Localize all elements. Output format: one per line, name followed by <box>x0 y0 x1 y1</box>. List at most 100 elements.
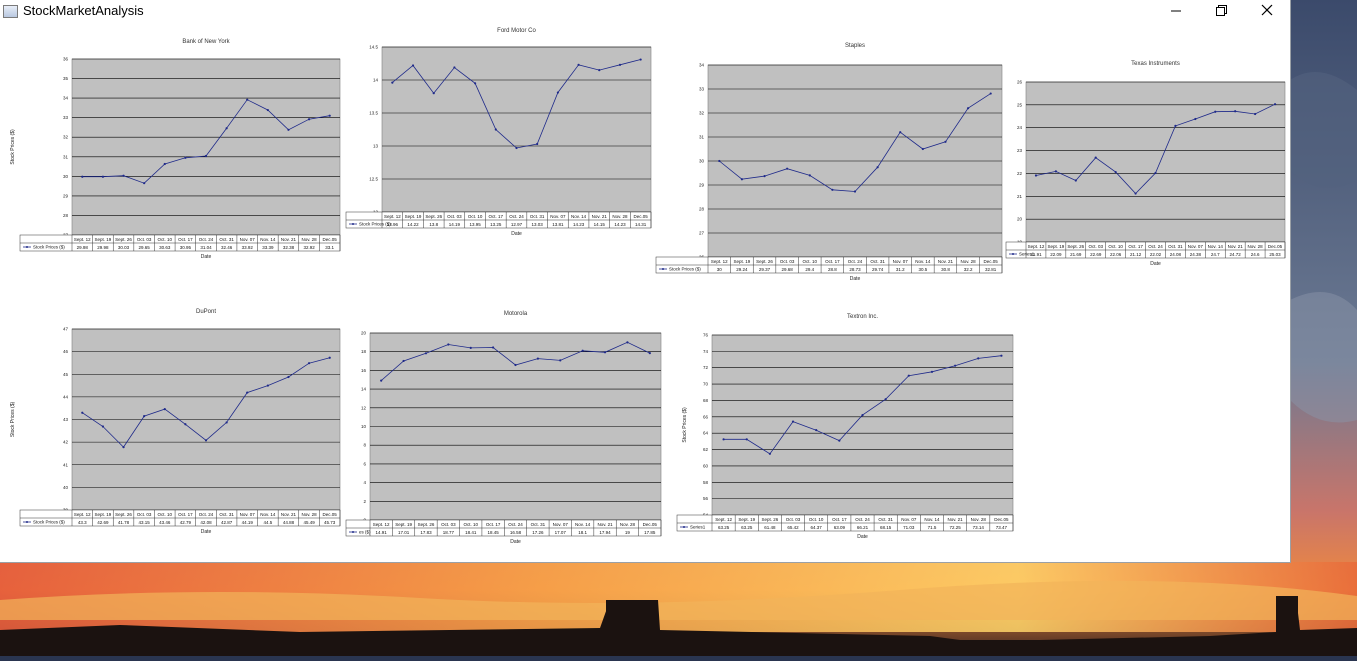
data-label: 45.49 <box>303 520 315 525</box>
data-label: 29.4 <box>805 267 814 272</box>
x-axis-label: Date <box>850 276 861 282</box>
x-tick-label: Sept. 26 <box>418 522 435 527</box>
y-tick-label: 64 <box>703 431 709 436</box>
data-label: 30.8 <box>941 267 950 272</box>
x-axis-label: Date <box>857 534 868 540</box>
chart-svg: DuPont394041424344454647Stock Prices ($)… <box>10 309 341 535</box>
minimize-icon <box>1171 10 1181 12</box>
data-label: 21.12 <box>1130 252 1142 257</box>
y-tick-label: 14 <box>373 78 379 83</box>
y-axis-label: Stock Prices ($) <box>10 129 16 165</box>
x-tick-label: Sept. 19 <box>1048 244 1065 249</box>
data-point <box>494 128 497 131</box>
y-axis-label: Stock Prices ($) <box>10 402 16 438</box>
x-tick-label: Sept. 19 <box>734 259 751 264</box>
data-point <box>1194 117 1197 121</box>
x-tick-label: Sept. 26 <box>425 214 442 219</box>
restore-button[interactable] <box>1199 0 1245 22</box>
data-point <box>225 127 228 130</box>
x-tick-label: Oct. 17 <box>825 259 840 264</box>
y-tick-label: 32 <box>699 111 705 116</box>
legend-label: Stock Prices ($) <box>33 245 65 250</box>
data-point <box>740 178 744 181</box>
data-point <box>122 174 125 177</box>
data-point <box>559 359 562 362</box>
data-point <box>411 64 415 67</box>
data-point <box>246 391 249 394</box>
data-label: 28.73 <box>849 267 861 272</box>
y-tick-label: 12.5 <box>369 177 378 182</box>
x-tick-label: Oct. 03 <box>780 259 795 264</box>
data-point <box>81 411 84 414</box>
data-label: 29.98 <box>77 245 89 250</box>
legend-marker <box>352 531 354 533</box>
chart-title: Texas Instruments <box>1131 61 1180 67</box>
data-point <box>921 147 924 151</box>
x-tick-label: Sept. 19 <box>395 522 412 527</box>
data-point <box>989 92 992 95</box>
close-button[interactable] <box>1244 0 1290 22</box>
data-label: 43.15 <box>139 520 151 525</box>
y-tick-label: 56 <box>703 496 709 501</box>
x-tick-label: Oct. 31 <box>878 517 893 522</box>
y-tick-label: 41 <box>63 462 69 467</box>
data-label: 24.72 <box>1230 252 1242 257</box>
x-tick-label: Oct. 31 <box>219 512 234 517</box>
data-point <box>718 159 721 163</box>
x-tick-label: Sept. 12 <box>74 237 91 242</box>
x-tick-label: Dec.05 <box>984 259 999 264</box>
x-tick-label: Nov. 07 <box>550 214 566 219</box>
data-label: 17.26 <box>532 530 544 535</box>
y-tick-label: 30 <box>699 159 705 164</box>
data-point <box>626 341 629 344</box>
y-tick-label: 46 <box>63 349 69 354</box>
legend-label: Stock Prices ($) <box>33 520 65 525</box>
data-point <box>1254 112 1257 116</box>
y-axis-label: Stock Prices ($) <box>682 407 688 443</box>
x-tick-label: Nov. 07 <box>893 259 909 264</box>
y-tick-label: 23 <box>1017 148 1023 153</box>
data-point <box>977 357 980 360</box>
data-label: 19 <box>625 530 631 535</box>
legend-marker <box>662 268 664 270</box>
data-label: 13.8 <box>429 222 438 227</box>
data-label: 25.03 <box>1269 252 1281 257</box>
data-point <box>1134 192 1137 195</box>
y-tick-label: 14.5 <box>369 45 378 50</box>
data-point <box>307 118 311 121</box>
data-label: 30.63 <box>159 245 171 250</box>
x-tick-label: Nov. 07 <box>1188 244 1204 249</box>
data-point <box>838 439 841 442</box>
legend-marker <box>26 521 28 523</box>
x-tick-label: Oct. 10 <box>158 237 173 242</box>
data-point <box>745 438 748 441</box>
data-point <box>1074 179 1077 182</box>
x-tick-label: Oct. 24 <box>848 259 863 264</box>
y-tick-label: 27 <box>699 231 705 236</box>
minimize-button[interactable] <box>1153 0 1199 22</box>
legend-label: Stock Prices ($) <box>359 222 391 227</box>
legend-label: Stock Prices ($) <box>669 267 701 272</box>
data-point <box>1214 110 1217 113</box>
data-label: 18.77 <box>443 530 455 535</box>
x-tick-label: Nov. 28 <box>971 517 987 522</box>
y-tick-label: 16 <box>361 368 367 373</box>
data-point <box>639 58 642 61</box>
data-point <box>876 166 879 169</box>
data-point <box>328 356 331 359</box>
y-tick-label: 72 <box>703 365 709 370</box>
data-point <box>424 352 428 355</box>
y-tick-label: 76 <box>703 333 709 338</box>
window-title: StockMarketAnalysis <box>23 3 144 18</box>
y-tick-label: 33 <box>699 87 705 92</box>
data-label: 63.25 <box>741 525 753 530</box>
data-label: 14.91 <box>376 530 388 535</box>
data-point <box>184 423 187 426</box>
x-tick-label: Oct. 10 <box>809 517 824 522</box>
data-label: 21.69 <box>1070 252 1082 257</box>
data-point <box>966 107 970 110</box>
x-tick-label: Oct. 31 <box>870 259 885 264</box>
title-bar[interactable]: StockMarketAnalysis <box>0 0 1290 22</box>
